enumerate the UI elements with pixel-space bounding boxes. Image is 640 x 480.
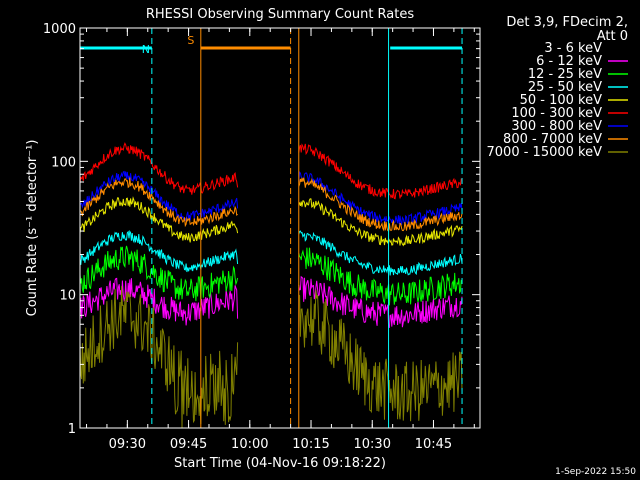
legend-label-0: 3 - 6 keV — [544, 41, 602, 56]
series-line-6-seg-1 — [298, 171, 463, 226]
footer-timestamp: 1-Sep-2022 15:50 — [555, 467, 636, 477]
flag-label-S: S — [187, 34, 194, 47]
legend-label-8: 7000 - 15000 keV — [487, 145, 603, 160]
y-tick-label-3: 1 — [68, 422, 76, 437]
legend-label-6: 300 - 800 keV — [511, 119, 602, 134]
legend-label-5: 100 - 300 keV — [511, 106, 602, 121]
series-line-1-seg-1 — [298, 275, 463, 329]
series-line-3-seg-1 — [298, 230, 463, 276]
x-axis-label: Start Time (04-Nov-16 09:18:22) — [174, 456, 386, 471]
series-line-2-seg-0 — [79, 245, 239, 302]
plot-area: NS — [79, 28, 463, 428]
y-tick-label-1: 100 — [51, 155, 76, 170]
legend-label-3: 25 - 50 keV — [528, 80, 602, 95]
x-tick-label-1: 09:45 — [170, 437, 207, 452]
legend-label-2: 12 - 25 keV — [528, 67, 602, 82]
chart-title: RHESSI Observing Summary Count Rates — [146, 7, 415, 22]
x-tick-label-5: 10:45 — [415, 437, 452, 452]
series-line-5-seg-0 — [79, 142, 239, 195]
series-line-5-seg-1 — [298, 143, 463, 200]
series-line-6-seg-0 — [79, 170, 239, 221]
legend-header-line1: Det 3,9, FDecim 2, — [506, 15, 628, 30]
x-tick-label-4: 10:30 — [354, 437, 391, 452]
x-tick-label-0: 09:30 — [109, 437, 146, 452]
y-tick-label-0: 1000 — [43, 22, 76, 37]
y-tick-label-2: 10 — [59, 289, 76, 304]
series-line-1-seg-0 — [79, 277, 239, 326]
legend-label-1: 6 - 12 keV — [536, 54, 602, 69]
plot-frame — [79, 27, 481, 429]
x-tick-label-3: 10:15 — [292, 437, 329, 452]
legend-header-line2: Att 0 — [597, 29, 628, 44]
y-axis-label: Count Rate (s⁻¹ detector⁻¹) — [25, 140, 40, 317]
series-line-0-seg-1 — [298, 273, 463, 314]
series-line-3-seg-0 — [79, 229, 239, 273]
series-line-7-seg-1 — [298, 177, 463, 232]
axes: 09:30 09:45 10:00 10:15 10:30 10:45 1000 100 10 1 — [43, 22, 480, 452]
series-line-2-seg-1 — [298, 247, 463, 306]
series-line-8-seg-1 — [298, 289, 463, 422]
x-tick-label-2: 10:00 — [231, 437, 268, 452]
series-line-8-seg-0 — [79, 286, 239, 428]
legend-label-7: 800 - 7000 keV — [503, 132, 602, 147]
series-line-4-seg-0 — [79, 196, 239, 243]
flag-label-N: N — [142, 43, 150, 56]
series-line-4-seg-1 — [298, 198, 463, 247]
legend-label-4: 50 - 100 keV — [520, 93, 603, 108]
series-line-7-seg-0 — [80, 177, 238, 228]
